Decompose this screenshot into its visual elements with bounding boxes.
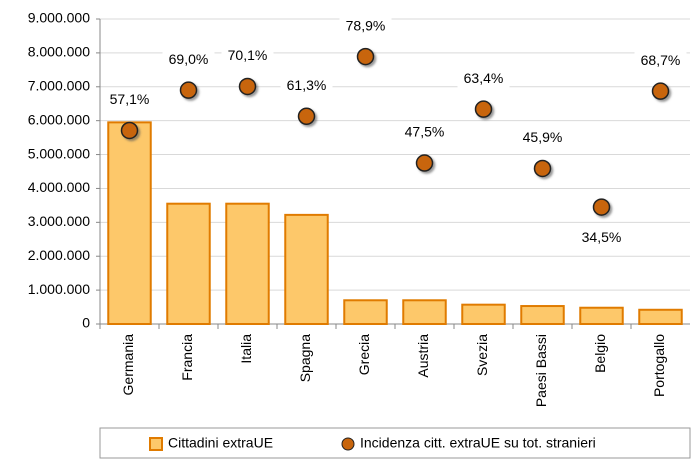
label-bg xyxy=(162,49,215,72)
point xyxy=(179,81,198,99)
point xyxy=(474,100,493,118)
bar xyxy=(225,202,270,325)
data-label: 63,4% xyxy=(464,70,504,86)
data-label: 78,9% xyxy=(346,17,386,33)
legend-box xyxy=(99,427,691,459)
data-label: 61,3% xyxy=(287,77,327,93)
y-tick-label: 6.000.000 xyxy=(28,111,90,127)
legend-marker xyxy=(341,437,355,451)
label-bg xyxy=(634,50,687,73)
label-bg xyxy=(339,15,392,38)
y-tick-label: 8.000.000 xyxy=(28,44,90,60)
bar xyxy=(343,299,388,325)
x-tick-label: Belgio xyxy=(592,334,608,373)
bar xyxy=(402,299,447,325)
bar xyxy=(166,202,211,325)
point xyxy=(651,82,670,100)
data-label: 34,5% xyxy=(582,229,622,245)
point xyxy=(533,159,552,178)
point xyxy=(238,77,257,96)
x-tick-label: Germania xyxy=(120,334,136,396)
x-tick-label: Francia xyxy=(179,334,195,381)
x-tick-label: Portogallo xyxy=(651,334,667,397)
label-bg xyxy=(280,75,333,98)
label-bg xyxy=(103,89,156,112)
label-bg xyxy=(575,227,628,250)
y-tick-label: 4.000.000 xyxy=(28,179,90,195)
label-bg xyxy=(221,45,274,68)
y-tick-label: 2.000.000 xyxy=(28,247,90,263)
point xyxy=(592,198,611,216)
x-tick-label: Spagna xyxy=(297,334,313,382)
x-tick-label: Paesi Bassi xyxy=(533,334,549,407)
y-tick-label: 1.000.000 xyxy=(28,281,90,297)
x-tick-label: Grecia xyxy=(356,334,372,375)
bar xyxy=(284,213,329,325)
y-tick-label: 5.000.000 xyxy=(28,145,90,161)
x-tick-label: Svezia xyxy=(474,334,490,376)
bar xyxy=(638,308,683,325)
y-tick-label: 9.000.000 xyxy=(28,10,90,26)
label-bg xyxy=(516,127,569,150)
point xyxy=(415,154,434,172)
data-label: 45,9% xyxy=(523,129,563,145)
y-tick-label: 3.000.000 xyxy=(28,213,90,229)
y-tick-label: 7.000.000 xyxy=(28,77,90,93)
x-tick-label: Italia xyxy=(238,334,254,364)
legend-label: Cittadini extraUE xyxy=(168,435,273,451)
data-label: 57,1% xyxy=(110,91,150,107)
bar xyxy=(579,306,624,326)
bar xyxy=(461,303,506,325)
bar xyxy=(520,305,565,325)
legend-marker xyxy=(149,437,163,451)
legend-label: Incidenza citt. extraUE su tot. stranier… xyxy=(360,435,596,451)
bar xyxy=(107,121,152,325)
point xyxy=(356,47,375,66)
point xyxy=(297,107,316,126)
label-bg xyxy=(457,68,510,91)
point xyxy=(120,121,139,140)
x-tick-label: Austria xyxy=(415,334,431,378)
data-label: 47,5% xyxy=(405,124,445,140)
data-label: 70,1% xyxy=(228,47,268,63)
data-label: 69,0% xyxy=(169,51,209,67)
data-label: 68,7% xyxy=(641,52,681,68)
y-tick-label: 0 xyxy=(82,315,90,331)
label-bg xyxy=(398,122,451,145)
